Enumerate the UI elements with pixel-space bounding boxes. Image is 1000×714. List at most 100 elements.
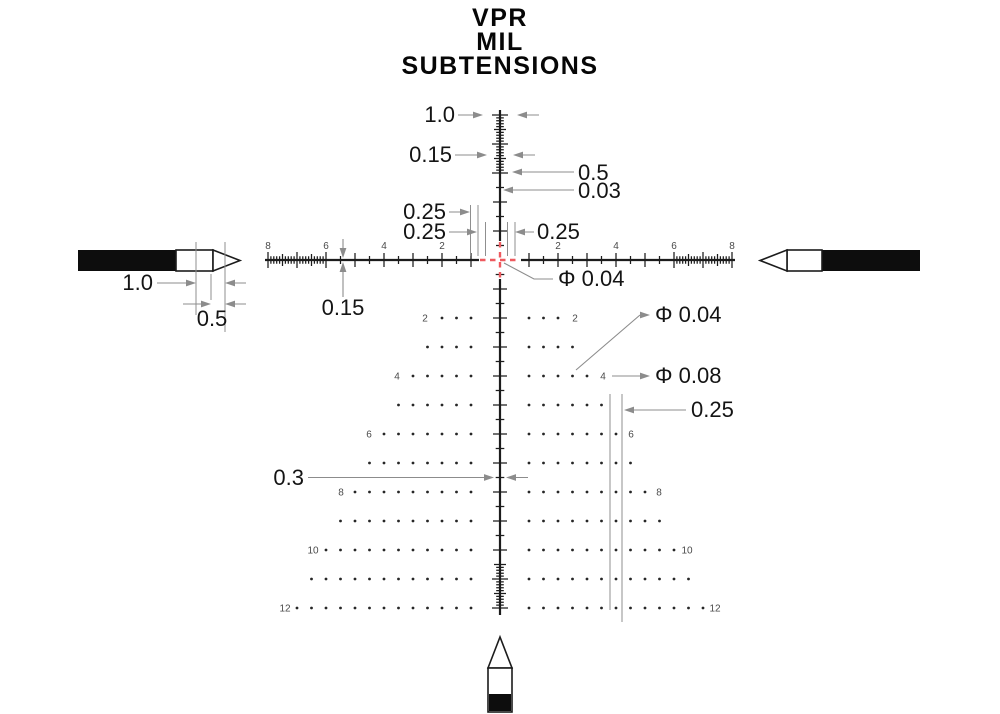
- tree-dot: [469, 577, 473, 581]
- tree-dot: [455, 345, 458, 349]
- tree-dot: [440, 316, 444, 320]
- tree-dot: [571, 374, 574, 378]
- dim-label-center-gap-right: 0.25: [537, 219, 580, 244]
- tree-label-right-4: 4: [600, 372, 606, 383]
- tree-dot: [469, 490, 473, 494]
- dimension-arrowhead: [225, 279, 235, 287]
- tree-dot: [469, 432, 473, 436]
- tree-dot: [353, 490, 357, 494]
- left-post-bar: [78, 250, 176, 271]
- axis-label-left-4: 4: [381, 241, 387, 252]
- tree-dot: [527, 606, 531, 610]
- dim-label-line-thickness: 0.03: [578, 178, 621, 203]
- tree-dot: [455, 461, 458, 465]
- tree-dot: [440, 345, 444, 349]
- tree-dot: [556, 403, 560, 407]
- axis-label-left-8: 8: [265, 241, 271, 252]
- axis-label-right-4: 4: [613, 241, 619, 252]
- tree-dot: [571, 432, 574, 436]
- tree-dot: [455, 577, 458, 581]
- tree-dot: [426, 548, 429, 552]
- reticle-ticks: [267, 114, 733, 609]
- tree-dot: [643, 519, 647, 523]
- tree-dot: [324, 577, 328, 581]
- tree-dots: [295, 316, 705, 610]
- tree-dot: [542, 606, 545, 610]
- tree-dot: [556, 374, 560, 378]
- tree-dot: [411, 519, 415, 523]
- diagram-title: VPR MIL SUBTENSIONS: [0, 4, 1000, 79]
- tree-dot: [643, 606, 647, 610]
- tree-dot: [397, 577, 400, 581]
- tree-dot: [629, 548, 632, 552]
- tree-dot: [585, 519, 589, 523]
- axis-label-right-6: 6: [671, 241, 677, 252]
- tree-dot: [672, 577, 676, 581]
- tree-dot: [542, 548, 545, 552]
- tree-dot: [339, 577, 342, 581]
- tree-dot: [440, 374, 444, 378]
- title-line-1: VPR: [472, 4, 528, 32]
- tree-dot: [440, 519, 444, 523]
- dimension-arrowhead: [484, 474, 494, 481]
- dimension-arrowhead: [515, 228, 525, 236]
- tree-dot: [397, 461, 400, 465]
- dimension-arrowhead: [513, 151, 523, 159]
- dimension-arrowhead: [477, 151, 487, 159]
- tree-dot: [629, 606, 632, 610]
- tree-dot: [426, 345, 429, 349]
- dimension-arrowhead: [201, 300, 211, 308]
- tick-marks: [267, 114, 733, 609]
- tree-label-left-4: 4: [394, 372, 400, 383]
- tree-dot: [585, 577, 589, 581]
- tree-dot: [469, 345, 473, 349]
- tree-dot: [527, 548, 531, 552]
- tree-dot: [658, 548, 661, 552]
- tree-dot: [324, 548, 328, 552]
- tree-dot: [353, 606, 357, 610]
- tree-dot: [353, 519, 357, 523]
- dim-label-tree-large-dot-dia: Φ 0.08: [655, 363, 721, 388]
- dim-label-tree-dot-dia: Φ 0.04: [655, 302, 721, 327]
- tree-dot: [382, 519, 386, 523]
- dimension-arrowhead: [503, 186, 513, 194]
- tree-dot: [658, 577, 661, 581]
- tree-dot: [411, 577, 415, 581]
- tree-dot: [527, 519, 531, 523]
- tree-label-left-2: 2: [422, 314, 428, 325]
- tree-dot: [353, 548, 357, 552]
- tree-dot: [426, 432, 429, 436]
- axis-label-left-6: 6: [323, 241, 329, 252]
- tree-dot: [368, 461, 371, 465]
- tree-dot: [542, 577, 545, 581]
- tree-dot: [368, 606, 371, 610]
- tree-dot: [614, 432, 618, 436]
- dim-label-top-fine-spacing: 0.15: [409, 142, 452, 167]
- tree-dot: [324, 606, 328, 610]
- tree-dot: [455, 316, 458, 320]
- labels: 1.00.150.50.030.250.25 0.25Φ 0.04Φ 0.04Φ …: [122, 102, 735, 615]
- tree-label-right-2: 2: [572, 314, 578, 325]
- tree-dot: [571, 606, 574, 610]
- dim-label-center-dot-dia: Φ 0.04: [558, 266, 624, 291]
- tree-dot: [455, 432, 458, 436]
- tree-dot: [382, 577, 386, 581]
- dim-label-tree-tick-width: 0.3: [273, 465, 304, 490]
- dimension-arrowhead: [339, 248, 347, 258]
- dimension-arrowhead: [467, 228, 477, 236]
- tree-dot: [527, 490, 531, 494]
- tree-dot: [295, 606, 299, 610]
- tree-dot: [310, 606, 313, 610]
- tree-dot: [455, 548, 458, 552]
- tree-dot: [455, 490, 458, 494]
- tree-dot: [643, 577, 647, 581]
- tree-dot: [382, 461, 386, 465]
- tree-dot: [411, 490, 415, 494]
- tree-dot: [629, 490, 632, 494]
- tree-dot: [585, 403, 589, 407]
- tree-dot: [411, 548, 415, 552]
- tree-dot: [382, 606, 386, 610]
- tree-dot: [527, 345, 531, 349]
- tree-dot: [397, 606, 400, 610]
- tree-dot: [585, 461, 589, 465]
